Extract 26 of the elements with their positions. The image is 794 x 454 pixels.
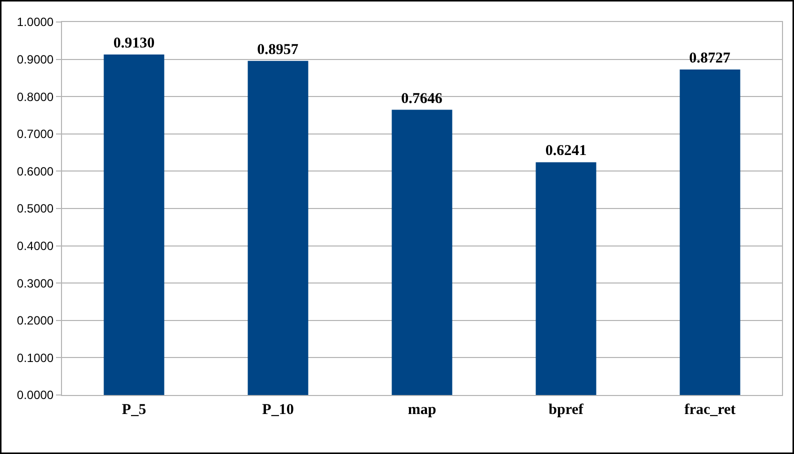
y-tick-label: 0.8000 — [16, 90, 54, 104]
x-tick-label: bpref — [548, 402, 584, 418]
y-tick-label: 0.2000 — [16, 314, 54, 328]
bar — [536, 162, 596, 395]
y-tick-label: 1.0000 — [16, 15, 54, 30]
y-tick-label: 0.7000 — [16, 127, 54, 142]
y-tick-label: 0.6000 — [16, 164, 54, 178]
bar — [104, 54, 164, 395]
data-label: 0.8727 — [689, 50, 731, 66]
bar — [248, 60, 308, 395]
x-tick-label: frac_ret — [684, 402, 736, 418]
y-tick-label: 0.5000 — [16, 202, 54, 216]
x-tick-label: P_10 — [262, 402, 294, 418]
data-label: 0.9130 — [113, 35, 155, 52]
data-label: 0.8957 — [257, 42, 299, 58]
bar — [680, 69, 740, 395]
x-tick-label: P_5 — [122, 402, 146, 418]
data-label: 0.6241 — [545, 143, 587, 160]
bar — [392, 110, 452, 395]
y-tick-label: 0.4000 — [16, 239, 54, 253]
x-tick-label: map — [408, 402, 436, 418]
data-label: 0.7646 — [401, 90, 443, 107]
y-tick-label: 0.3000 — [16, 276, 54, 290]
y-tick-label: 0.0000 — [16, 388, 54, 402]
y-tick-label: 0.9000 — [16, 52, 54, 66]
y-tick-label: 0.1000 — [16, 350, 54, 365]
